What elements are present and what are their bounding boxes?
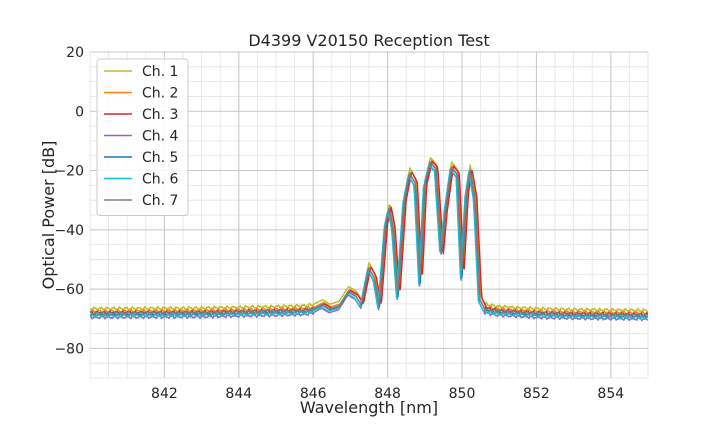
legend-entry-label: Ch. 2 [142,86,178,102]
series-line-6 [90,164,648,320]
legend-entry-label: Ch. 5 [142,150,178,166]
legend-entry-label: Ch. 7 [142,193,178,209]
x-tick-label: 844 [225,386,252,402]
legend-box [96,58,189,216]
series-line-7 [90,161,648,318]
x-tick-label: 854 [597,386,624,402]
y-axis-label: Optical Power [dB] [39,141,58,290]
y-tick-label: −20 [54,164,84,180]
y-tick-label: −80 [54,341,84,357]
x-tick-label: 848 [374,386,401,402]
legend-entry-label: Ch. 3 [142,107,178,123]
y-tick-label: −40 [54,223,84,239]
x-tick-label: 846 [300,386,327,402]
legend-entry-label: Ch. 1 [142,64,178,80]
legend: Ch. 1 Ch. 2 Ch. 3 Ch. 4 Ch. 5 Ch. 6 Ch. 7 [96,58,189,216]
y-tick-label: 0 [75,104,84,120]
x-tick-label: 852 [523,386,550,402]
series-lines [90,157,648,322]
x-tick-label: 850 [449,386,476,402]
x-axis-label: Wavelength [nm] [300,398,438,417]
y-tick-label: −60 [54,282,84,298]
x-tick-labels: 842 844 846 848 850 852 854 [151,386,624,402]
y-tick-label: 20 [66,45,84,61]
legend-entry-label: Ch. 4 [142,129,179,145]
x-tick-label: 842 [151,386,178,402]
y-tick-labels: 20 0 −20 −40 −60 −80 [54,45,84,357]
chart-title: D4399 V20150 Reception Test [248,31,489,50]
legend-entry-label: Ch. 6 [142,172,179,188]
series-line-1 [90,157,648,313]
